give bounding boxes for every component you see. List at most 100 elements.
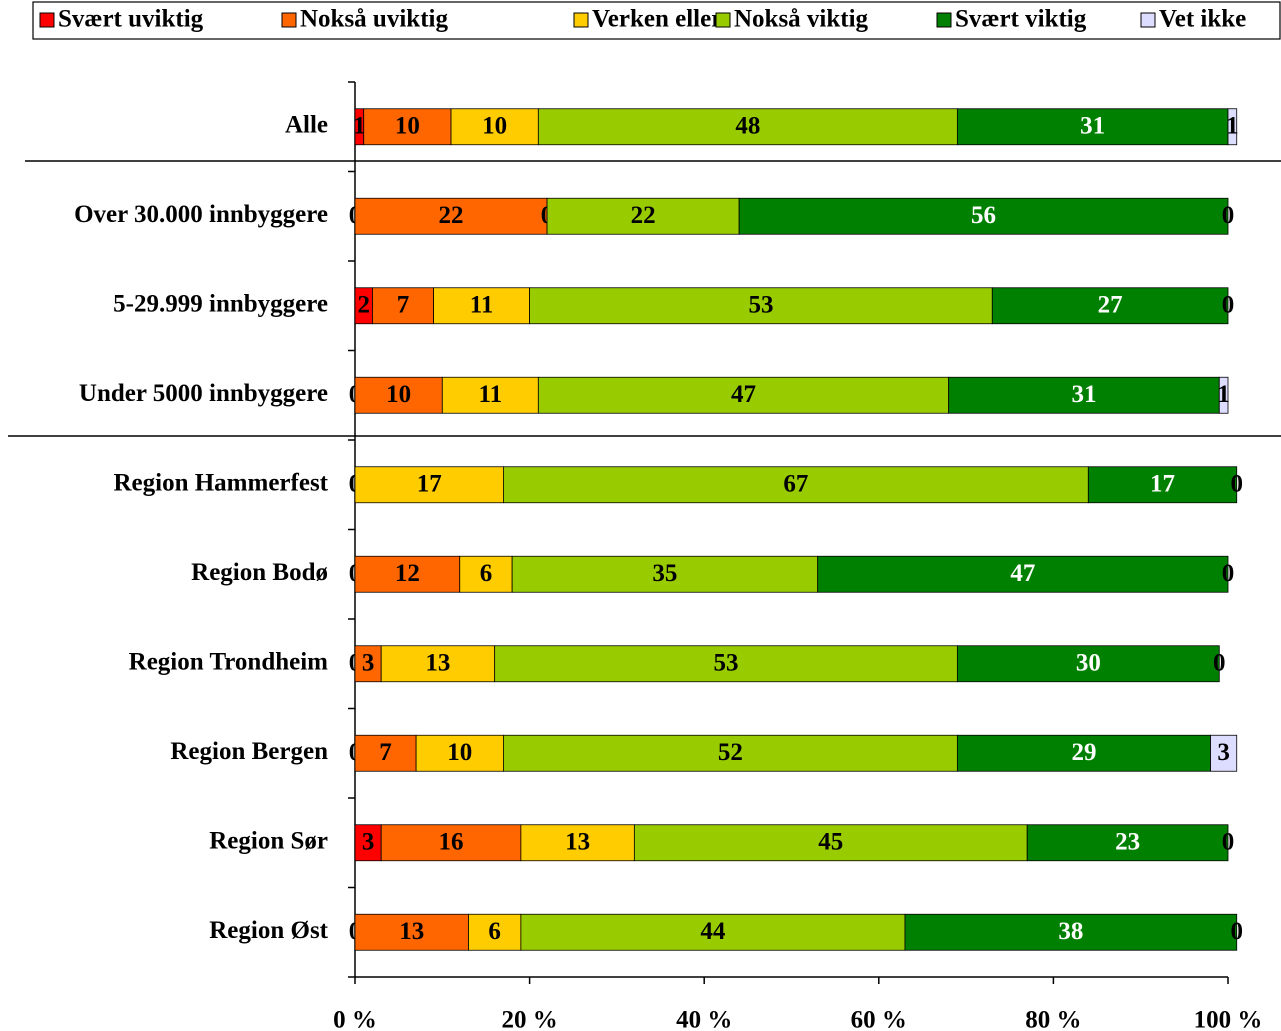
- y-tick-label: Alle: [285, 111, 328, 138]
- value-label: 0: [1213, 649, 1226, 676]
- bar-segment: [503, 466, 1089, 504]
- y-tick-label: Region Sør: [209, 827, 328, 854]
- y-tick-label: Region Øst: [209, 917, 328, 944]
- value-label: 6: [488, 918, 501, 945]
- bar-segment: [1227, 108, 1238, 146]
- y-tick-label: Region Hammerfest: [113, 469, 328, 496]
- x-tick-label: 40 %: [676, 1007, 732, 1031]
- bar-segment: [904, 913, 1238, 951]
- value-label: 17: [1150, 470, 1175, 497]
- y-tick-label: Region Bergen: [170, 738, 328, 765]
- bar-segment: [494, 645, 958, 683]
- bar-segment: [372, 287, 434, 325]
- value-label: 31: [1071, 381, 1096, 408]
- legend-label: Nokså uviktig: [300, 6, 448, 33]
- bar-segment: [1087, 466, 1238, 504]
- x-tick-label: 100 %: [1194, 1007, 1263, 1031]
- legend-swatch: [573, 12, 589, 28]
- y-tick-label: Region Bodø: [191, 559, 328, 586]
- value-label: 35: [652, 560, 677, 587]
- value-label: 22: [439, 202, 464, 229]
- legend-box: [32, 1, 1281, 40]
- bar-segment: [1218, 376, 1229, 414]
- value-label: 6: [480, 560, 493, 587]
- value-label: 12: [395, 560, 420, 587]
- legend-label: Nokså viktig: [734, 6, 869, 33]
- bar-segment: [354, 913, 469, 951]
- bar-segment: [546, 197, 740, 235]
- value-label: 0: [1230, 470, 1243, 497]
- bar-segment: [354, 376, 443, 414]
- value-label: 3: [1217, 739, 1230, 766]
- bar-segment: [415, 734, 504, 772]
- value-label: 29: [1071, 739, 1096, 766]
- value-label: 44: [700, 918, 726, 945]
- value-label: 45: [818, 828, 843, 855]
- value-label: 1: [353, 112, 366, 139]
- value-label: 10: [482, 112, 507, 139]
- bar-segment: [956, 108, 1229, 146]
- y-tick-label: Over 30.000 innbyggere: [74, 201, 328, 228]
- value-label: 47: [731, 381, 756, 408]
- value-label: 23: [1115, 828, 1140, 855]
- value-label: 10: [447, 739, 472, 766]
- bar-segment: [1210, 734, 1238, 772]
- legend-label: Verken eller: [592, 6, 722, 33]
- value-label: 27: [1098, 291, 1123, 318]
- value-label: 47: [1010, 560, 1035, 587]
- bar-segment: [354, 645, 382, 683]
- legend-swatch: [936, 12, 952, 28]
- value-label: 52: [718, 739, 743, 766]
- bar-segment: [511, 555, 819, 593]
- legend-swatch: [39, 12, 55, 28]
- value-label: 53: [714, 649, 739, 676]
- bar-segment: [633, 824, 1028, 862]
- value-label: 22: [631, 202, 656, 229]
- value-label: 13: [565, 828, 590, 855]
- bar-segment: [738, 197, 1229, 235]
- bar-segment: [459, 555, 513, 593]
- x-tick-label: 60 %: [851, 1007, 907, 1031]
- value-label: 56: [971, 202, 996, 229]
- x-tick-label: 0 %: [333, 1007, 377, 1031]
- value-label: 1: [1226, 112, 1239, 139]
- legend-swatch: [1140, 12, 1156, 28]
- value-label: 0: [1222, 560, 1235, 587]
- value-label: 53: [748, 291, 773, 318]
- bar-segment: [537, 376, 950, 414]
- value-label: 1: [1217, 381, 1230, 408]
- value-label: 0: [1230, 918, 1243, 945]
- legend-label: Svært viktig: [955, 6, 1087, 33]
- bar-segment: [354, 197, 548, 235]
- bar-segment: [991, 287, 1229, 325]
- bar-segment: [817, 555, 1229, 593]
- bar-segment: [520, 824, 635, 862]
- bar-segment: [354, 555, 461, 593]
- value-label: 0: [1222, 291, 1235, 318]
- value-label: 16: [439, 828, 464, 855]
- y-tick-label: 5-29.999 innbyggere: [113, 290, 328, 317]
- bar-segment: [503, 734, 958, 772]
- value-label: 30: [1076, 649, 1101, 676]
- value-label: 38: [1058, 918, 1083, 945]
- value-label: 3: [362, 649, 375, 676]
- y-tick-label: Under 5000 innbyggere: [79, 380, 328, 407]
- value-label: 48: [735, 112, 760, 139]
- value-label: 7: [397, 291, 410, 318]
- value-label: 67: [783, 470, 808, 497]
- x-tick-label: 80 %: [1025, 1007, 1081, 1031]
- value-label: 31: [1080, 112, 1105, 139]
- value-label: 13: [425, 649, 450, 676]
- bar-segment: [354, 824, 382, 862]
- bar-segment: [520, 913, 906, 951]
- bar-segment: [380, 645, 496, 683]
- bar-segment: [441, 376, 539, 414]
- x-tick-label: 20 %: [501, 1007, 557, 1031]
- bar-segment: [380, 824, 522, 862]
- bar-segment: [363, 108, 452, 146]
- value-label: 10: [395, 112, 420, 139]
- value-label: 7: [379, 739, 392, 766]
- bar-segment: [468, 913, 522, 951]
- value-label: 17: [417, 470, 442, 497]
